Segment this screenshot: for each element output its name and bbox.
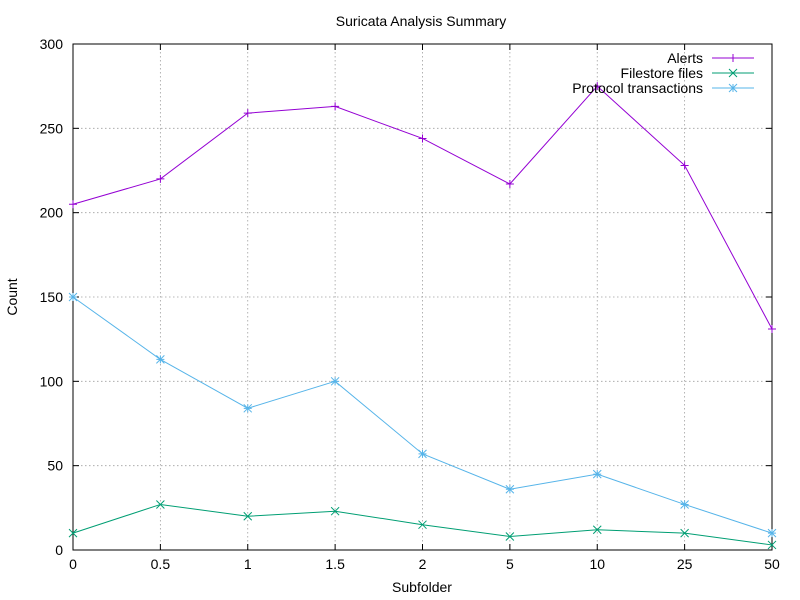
y-tick-label: 200 xyxy=(40,205,64,221)
data-point xyxy=(680,161,689,170)
data-point xyxy=(69,200,77,209)
data-point xyxy=(243,403,253,413)
x-tick-label: 25 xyxy=(677,556,693,572)
data-point xyxy=(331,102,340,111)
legend-item: Alerts xyxy=(667,50,754,66)
series-group xyxy=(68,82,777,550)
x-tick-label: 10 xyxy=(589,556,605,572)
data-point xyxy=(330,376,340,386)
data-point xyxy=(592,525,602,535)
data-point xyxy=(767,540,777,550)
legend-item: Filestore files xyxy=(621,65,754,81)
y-tick-label: 300 xyxy=(40,36,64,52)
data-point xyxy=(505,532,515,541)
legend-label: Alerts xyxy=(667,50,703,66)
chart-title: Suricata Analysis Summary xyxy=(336,13,506,29)
x-tick-label: 50 xyxy=(764,556,780,572)
data-point xyxy=(593,82,602,91)
series-protocol-transactions xyxy=(68,292,777,538)
data-point xyxy=(68,528,78,538)
x-tick-label: 1 xyxy=(244,556,252,572)
data-point xyxy=(505,179,514,188)
legend-marker xyxy=(728,83,738,93)
data-point xyxy=(156,500,165,509)
data-point xyxy=(243,109,252,118)
y-tick-label: 250 xyxy=(40,120,64,136)
legend-label: Protocol transactions xyxy=(572,80,703,96)
data-point xyxy=(418,134,427,143)
data-point xyxy=(156,355,165,364)
data-point xyxy=(330,506,340,516)
x-axis-title: Subfolder xyxy=(392,579,452,595)
series-filestore-files xyxy=(68,500,777,550)
legend-marker xyxy=(729,54,737,62)
x-tick-label: 2 xyxy=(419,556,427,572)
series-alerts xyxy=(69,82,776,334)
data-point xyxy=(680,500,689,509)
x-tick-label: 0 xyxy=(69,556,77,572)
legend-label: Filestore files xyxy=(621,65,703,81)
data-point xyxy=(592,469,602,479)
grid xyxy=(73,44,772,550)
data-point xyxy=(767,528,777,538)
data-point xyxy=(680,528,689,538)
y-tick-label: 0 xyxy=(55,542,63,558)
x-tick-label: 5 xyxy=(506,556,514,572)
x-tick-label: 1.5 xyxy=(325,556,345,572)
y-tick-label: 50 xyxy=(47,458,63,474)
y-tick-label: 100 xyxy=(40,373,64,389)
legend-marker xyxy=(728,68,738,78)
data-point xyxy=(505,484,515,494)
data-point xyxy=(768,325,776,334)
x-tick-label: 0.5 xyxy=(151,556,171,572)
y-tick-label: 150 xyxy=(40,289,64,305)
y-axis-title: Count xyxy=(4,278,20,315)
data-point xyxy=(418,449,427,459)
data-point xyxy=(418,520,427,530)
data-point xyxy=(243,511,253,521)
data-point xyxy=(156,174,165,183)
legend-item: Protocol transactions xyxy=(572,80,754,96)
data-point xyxy=(68,292,78,302)
